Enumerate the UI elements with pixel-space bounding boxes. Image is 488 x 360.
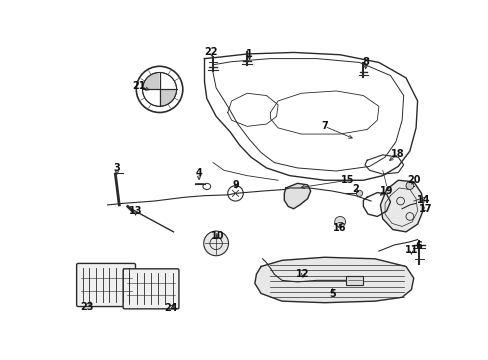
Text: 4: 4: [195, 167, 202, 177]
Text: 1: 1: [245, 49, 252, 59]
Text: 18: 18: [390, 149, 404, 159]
Wedge shape: [142, 72, 159, 89]
Circle shape: [203, 231, 228, 256]
Wedge shape: [159, 72, 176, 89]
Wedge shape: [142, 89, 159, 106]
Text: 11: 11: [404, 244, 417, 255]
FancyBboxPatch shape: [77, 264, 135, 306]
Text: 12: 12: [296, 269, 309, 279]
Circle shape: [405, 182, 413, 189]
Text: 14: 14: [416, 195, 430, 205]
FancyBboxPatch shape: [123, 269, 179, 309]
Text: 17: 17: [418, 204, 431, 214]
Text: 9: 9: [232, 180, 239, 190]
Text: 7: 7: [321, 121, 327, 131]
Text: 2: 2: [351, 184, 358, 194]
Text: 3: 3: [113, 163, 120, 173]
Text: 6: 6: [415, 241, 422, 251]
Text: 23: 23: [81, 302, 94, 311]
Text: 15: 15: [341, 175, 354, 185]
Polygon shape: [254, 257, 413, 303]
Text: 21: 21: [132, 81, 145, 91]
Text: 5: 5: [328, 289, 335, 299]
Text: 19: 19: [379, 186, 392, 196]
Text: 10: 10: [210, 231, 224, 241]
Text: 13: 13: [128, 206, 142, 216]
Text: 8: 8: [362, 57, 368, 67]
Polygon shape: [284, 183, 310, 209]
Bar: [346, 276, 363, 285]
Wedge shape: [159, 89, 176, 106]
Polygon shape: [380, 180, 423, 232]
Circle shape: [356, 190, 362, 197]
Text: 22: 22: [204, 48, 218, 58]
Text: 24: 24: [164, 303, 178, 313]
Text: 16: 16: [333, 223, 346, 233]
Text: 20: 20: [406, 175, 420, 185]
Circle shape: [334, 216, 345, 227]
